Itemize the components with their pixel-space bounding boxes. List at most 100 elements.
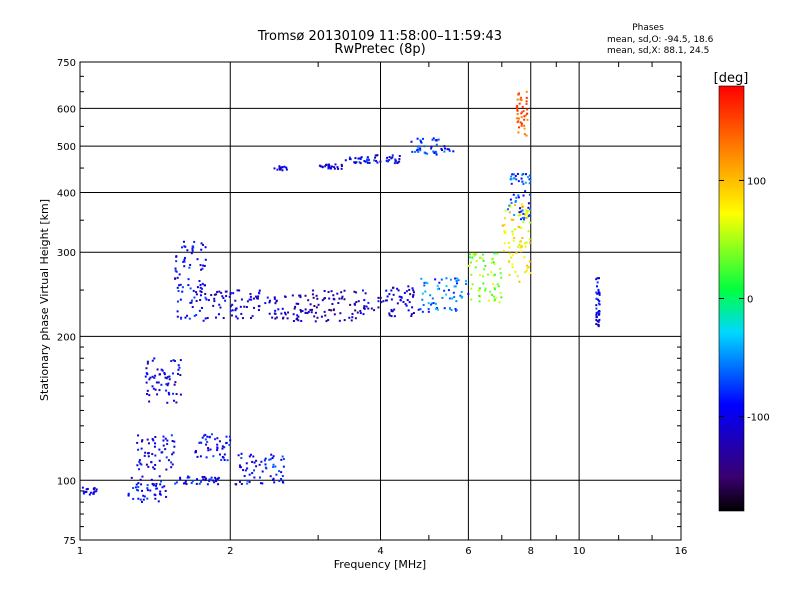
data-point bbox=[199, 283, 202, 286]
data-point bbox=[173, 383, 176, 386]
data-point bbox=[512, 239, 515, 242]
data-point bbox=[526, 210, 529, 213]
data-point bbox=[280, 166, 283, 169]
data-point bbox=[85, 490, 88, 493]
data-point bbox=[484, 287, 487, 290]
data-point bbox=[167, 382, 170, 385]
data-point bbox=[523, 218, 526, 221]
data-point bbox=[249, 453, 252, 456]
data-point bbox=[426, 152, 429, 155]
data-point bbox=[225, 442, 228, 445]
data-point bbox=[394, 158, 397, 161]
data-point bbox=[154, 463, 157, 466]
data-point bbox=[595, 313, 598, 316]
data-point bbox=[211, 479, 214, 482]
data-point bbox=[231, 303, 234, 306]
data-point bbox=[398, 160, 401, 163]
data-point bbox=[213, 300, 216, 303]
data-point bbox=[388, 156, 391, 159]
data-point bbox=[445, 277, 448, 280]
data-point bbox=[92, 492, 95, 495]
data-point bbox=[184, 245, 187, 248]
data-point bbox=[193, 240, 196, 243]
data-point bbox=[257, 295, 260, 298]
data-point bbox=[165, 377, 168, 380]
data-point bbox=[427, 308, 430, 311]
data-point bbox=[213, 438, 216, 441]
data-point bbox=[518, 102, 521, 105]
data-point bbox=[154, 454, 157, 457]
data-point bbox=[145, 372, 148, 375]
data-point bbox=[516, 109, 519, 112]
data-point bbox=[429, 294, 432, 297]
data-point bbox=[450, 309, 453, 312]
data-point bbox=[268, 312, 271, 315]
data-point bbox=[520, 203, 523, 206]
data-point bbox=[330, 165, 333, 168]
data-point bbox=[231, 309, 234, 312]
data-point bbox=[200, 291, 203, 294]
data-point bbox=[152, 387, 155, 390]
data-point bbox=[392, 286, 395, 289]
data-point bbox=[175, 393, 178, 396]
data-point bbox=[132, 487, 135, 490]
data-point bbox=[153, 467, 156, 470]
data-point bbox=[321, 299, 324, 302]
data-point bbox=[154, 484, 157, 487]
data-point bbox=[375, 154, 378, 157]
data-point bbox=[315, 294, 318, 297]
data-point bbox=[519, 97, 522, 100]
data-point bbox=[198, 482, 201, 485]
data-point bbox=[166, 443, 169, 446]
data-point bbox=[510, 218, 513, 221]
data-point bbox=[528, 174, 531, 177]
data-point bbox=[205, 298, 208, 301]
data-point bbox=[300, 320, 303, 323]
data-point bbox=[170, 360, 173, 363]
data-point bbox=[264, 463, 267, 466]
data-point bbox=[150, 478, 153, 481]
data-point bbox=[343, 319, 346, 322]
data-point bbox=[167, 391, 170, 394]
data-point bbox=[252, 297, 255, 300]
data-point bbox=[217, 483, 220, 486]
data-point bbox=[597, 324, 600, 327]
data-point bbox=[82, 490, 85, 493]
data-point bbox=[193, 314, 196, 317]
data-point bbox=[238, 464, 241, 467]
data-point bbox=[452, 291, 455, 294]
data-point bbox=[164, 376, 167, 379]
data-point bbox=[209, 448, 212, 451]
data-point bbox=[158, 448, 161, 451]
data-point bbox=[253, 469, 256, 472]
data-point bbox=[215, 293, 218, 296]
data-point bbox=[281, 307, 284, 310]
data-point bbox=[245, 462, 248, 465]
data-point bbox=[186, 314, 189, 317]
data-point bbox=[525, 96, 528, 99]
data-point bbox=[258, 463, 261, 466]
data-point bbox=[254, 295, 257, 298]
data-point bbox=[175, 260, 178, 263]
data-point bbox=[146, 362, 149, 365]
data-point bbox=[229, 309, 232, 312]
colorbar-tick-label: 100 bbox=[747, 176, 766, 187]
data-point bbox=[269, 475, 272, 478]
data-point bbox=[220, 291, 223, 294]
data-point bbox=[377, 296, 380, 299]
data-point bbox=[525, 208, 528, 211]
data-point bbox=[200, 441, 203, 444]
data-point bbox=[158, 373, 161, 376]
data-point bbox=[522, 212, 525, 215]
data-point bbox=[453, 296, 456, 299]
data-point bbox=[509, 205, 512, 208]
data-point bbox=[189, 287, 192, 290]
data-point bbox=[396, 287, 399, 290]
data-point bbox=[174, 267, 177, 270]
data-point bbox=[357, 157, 360, 160]
data-point bbox=[503, 242, 506, 245]
chart-subtitle: RwPretec (8p) bbox=[334, 42, 425, 57]
data-point bbox=[348, 156, 351, 159]
data-point bbox=[500, 296, 503, 299]
data-point bbox=[166, 401, 169, 404]
